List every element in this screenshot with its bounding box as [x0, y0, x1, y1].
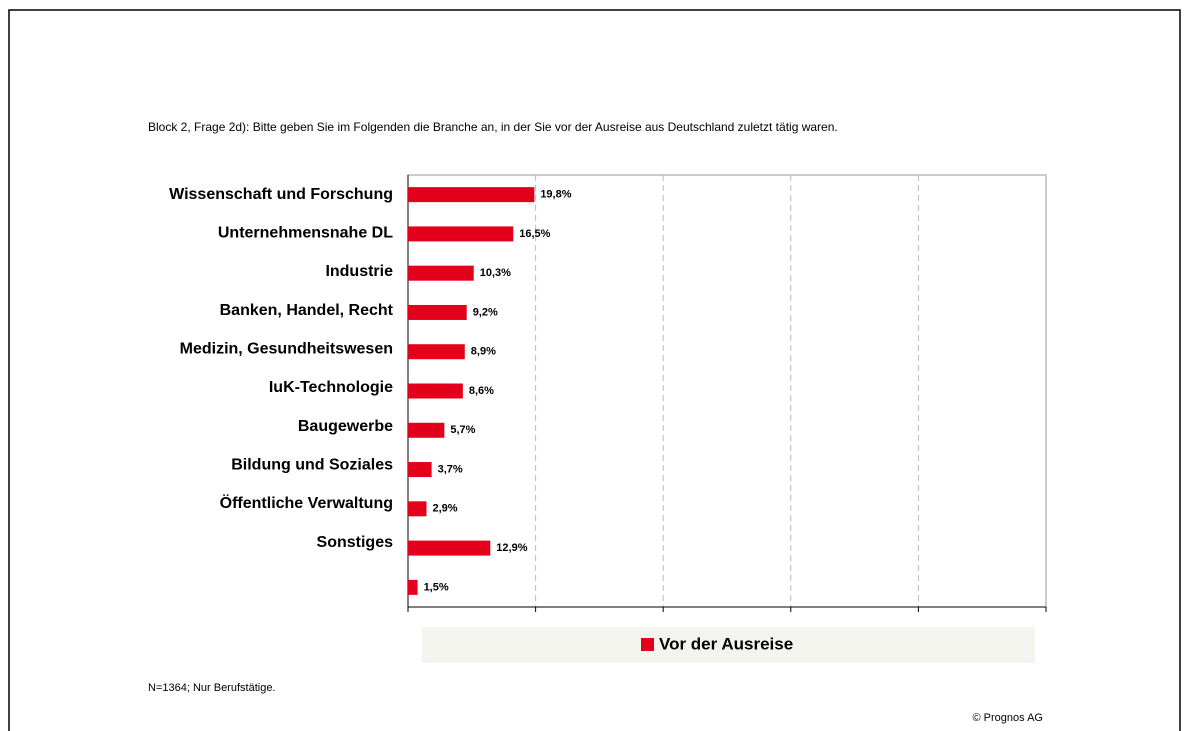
bar	[408, 501, 427, 517]
bar	[408, 187, 535, 203]
page-frame	[8, 9, 1181, 731]
chart-title: Block 2, Frage 2d): Bitte geben Sie im F…	[148, 120, 838, 134]
data-label: 5,7%	[450, 424, 475, 436]
y-tick-label: Öffentliche Verwaltung	[220, 493, 393, 512]
y-tick-label: Industrie	[325, 263, 393, 280]
footnote: N=1364; Nur Berufstätige.	[148, 682, 276, 694]
y-tick-label: IuK-Technologie	[269, 379, 393, 396]
legend-box	[422, 627, 1035, 663]
data-label: 2,9%	[433, 503, 458, 515]
data-label: 19,8%	[540, 189, 571, 201]
bar	[408, 265, 474, 281]
y-tick-label: Sonstiges	[317, 534, 394, 551]
bar	[408, 226, 514, 242]
data-label: 9,2%	[473, 306, 498, 318]
y-tick-label: Baugewerbe	[298, 418, 393, 435]
source: © Prognos AG	[973, 712, 1043, 724]
bar	[408, 540, 491, 556]
y-tick-label: Banken, Handel, Recht	[220, 302, 394, 319]
data-label: 3,7%	[438, 463, 463, 475]
legend-label: Vor der Ausreise	[659, 634, 793, 653]
bar	[408, 304, 467, 320]
bar	[408, 383, 463, 399]
y-tick-label: Medizin, Gesundheitswesen	[180, 341, 393, 358]
data-label: 10,3%	[480, 267, 511, 279]
data-label: 8,9%	[471, 346, 496, 358]
y-tick-label: Bildung und Soziales	[231, 457, 393, 474]
data-label: 16,5%	[519, 228, 550, 240]
legend-swatch	[641, 638, 654, 651]
data-label: 1,5%	[424, 581, 449, 593]
y-tick-label: Unternehmensnahe DL	[218, 225, 393, 242]
y-tick-label: Wissenschaft und Forschung	[169, 186, 393, 203]
bar	[408, 462, 432, 478]
bar	[408, 579, 418, 595]
bar	[408, 422, 445, 438]
data-label: 8,6%	[469, 385, 494, 397]
data-label: 12,9%	[496, 542, 527, 554]
bar	[408, 344, 465, 360]
